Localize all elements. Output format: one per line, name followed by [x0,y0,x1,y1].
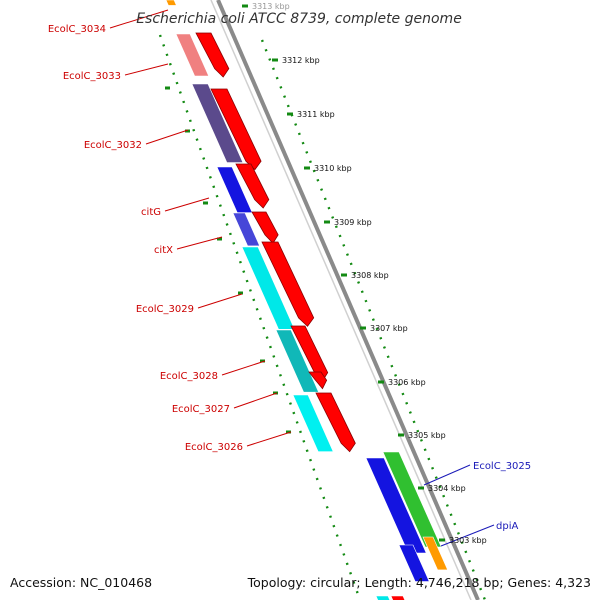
gene-citg-forward [235,163,270,209]
label-leader-line [221,360,266,376]
gene-label[interactable]: EcolC_3025 [473,461,531,472]
gene-next-reverse [375,595,391,600]
gene-label[interactable]: citX [154,245,173,256]
gene-ecolc-3026-reverse [292,394,334,452]
genome-summary-text: Topology: circular; Length: 4,746,218 bp… [247,575,591,590]
gene-ecolc-3026-forward [315,392,356,453]
gene-ecolc-3028-reverse [275,329,320,393]
kbp-tick-label: 3311 kbp [297,110,335,119]
label-leader-line [145,129,189,145]
gene-label[interactable]: EcolC_3034 [48,24,106,35]
gene-citx-reverse [232,212,261,247]
label-leader-line [164,197,210,212]
label-leader-line [124,63,169,76]
kbp-tick-label: 3304 kbp [428,484,466,493]
map-title: Escherichia coli ATCC 8739, complete gen… [136,11,462,27]
label-leader-line [197,293,243,309]
kbp-tick-label: 3313 kbp [252,2,290,11]
gene-label[interactable]: EcolC_3028 [160,371,218,382]
label-leader-line [423,464,471,486]
kbp-tick-label: 3310 kbp [314,164,352,173]
gene-citx-forward [251,211,279,244]
gene-ecolc-3025-reverse [365,457,427,554]
gene-dpia-reverse [398,544,430,582]
label-leader-line [233,392,278,409]
label-leader-line [109,9,169,29]
gene-label[interactable]: EcolC_3033 [63,71,121,82]
gene-ecolc-3028-forward [290,325,329,382]
kbp-tick-label: 3306 kbp [388,378,426,387]
backbone-outer [216,0,480,600]
gene-ecolc-3034-forward [195,32,230,78]
label-leader-line [440,524,495,547]
kbp-tick-label: 3312 kbp [282,56,320,65]
gene-ecolc-3032-reverse [191,83,244,163]
gene-ecolc-3025-forward [382,451,442,548]
gene-ecolc-3032-forward [210,88,262,171]
gene-ecolc-3029-forward [261,241,315,327]
kbp-tick-label: 3303 kbp [449,536,487,545]
gene-label[interactable]: EcolC_3026 [185,442,243,453]
gene-ecolc-3027-forward [308,371,328,390]
gene-label[interactable]: EcolC_3029 [136,304,194,315]
kbp-tick-label: 3308 kbp [351,271,389,280]
gene-features [165,0,449,600]
kbp-tick-labels: 3313 kbp 3312 kbp 3311 kbp 3310 kbp 3309 kbp… [242,2,487,545]
label-leader-line [246,431,292,447]
ruler-dots-right [260,39,487,600]
gene-next-forward [390,595,406,600]
label-leader-lines [109,9,495,547]
gene-label[interactable]: EcolC_3032 [84,140,142,151]
ruler-dots-left [158,34,362,600]
gene-label[interactable]: dpiA [496,521,518,532]
accession-text: Accession: NC_010468 [10,575,153,590]
gene-ecolc-3033-reverse [175,33,210,77]
gene-dpia-forward [422,536,449,571]
label-leader-line [176,236,223,250]
gene-label[interactable]: EcolC_3027 [172,404,230,415]
backbone-inner [210,0,472,600]
genome-backbone [210,0,480,600]
kbp-tick-label: 3307 kbp [370,324,408,333]
kbp-tick-label: 3309 kbp [334,218,372,227]
gene-top-orange [165,0,177,6]
gene-label[interactable]: citG [141,207,161,218]
gene-labels[interactable]: EcolC_3034 EcolC_3033 EcolC_3032 citG citX Ec… [48,24,531,532]
kbp-tick-label: 3305 kbp [408,431,446,440]
